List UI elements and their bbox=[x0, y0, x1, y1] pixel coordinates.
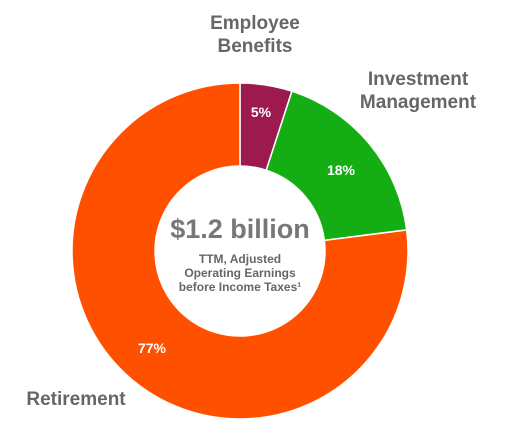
value-label: 18% bbox=[326, 162, 356, 178]
center-title: $1.2 billion bbox=[170, 214, 310, 244]
donut-slice bbox=[265, 90, 408, 242]
center-subtitle: TTM, Adjusted Operating Earnings before … bbox=[178, 252, 302, 294]
donut-slice bbox=[71, 82, 409, 420]
category-label: Retirement bbox=[26, 389, 126, 410]
value-label: 77% bbox=[137, 340, 167, 356]
category-label: Employee Benefits bbox=[210, 13, 300, 57]
value-label: 5% bbox=[250, 104, 272, 120]
category-label: Investment Management bbox=[359, 69, 477, 113]
